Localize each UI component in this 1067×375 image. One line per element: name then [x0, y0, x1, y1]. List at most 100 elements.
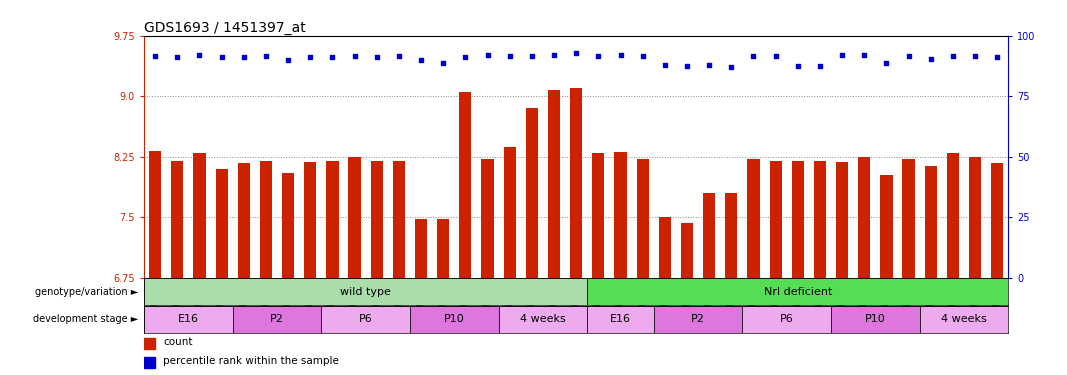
Bar — [681, 223, 694, 278]
Bar — [587, 278, 1008, 305]
Bar — [238, 163, 250, 278]
Bar — [615, 152, 626, 278]
Bar — [233, 306, 321, 333]
Bar — [260, 160, 272, 278]
Text: E16: E16 — [178, 315, 198, 324]
Point — [368, 54, 385, 60]
Text: development stage ►: development stage ► — [33, 315, 139, 324]
Point — [701, 62, 718, 68]
Bar — [920, 306, 1008, 333]
Point — [324, 54, 341, 60]
Bar — [548, 90, 560, 278]
Bar — [837, 162, 848, 278]
Point — [257, 53, 274, 59]
Point — [922, 56, 939, 62]
Bar — [991, 163, 1003, 278]
Point — [767, 53, 784, 59]
Point — [967, 53, 984, 59]
Bar — [144, 357, 156, 368]
Bar — [144, 278, 587, 305]
Bar — [149, 151, 161, 278]
Point — [878, 60, 895, 66]
Text: wild type: wild type — [340, 287, 392, 297]
Bar — [415, 219, 427, 278]
Point — [434, 60, 451, 66]
Text: 4 weeks: 4 weeks — [520, 315, 566, 324]
Bar — [831, 306, 920, 333]
Text: P10: P10 — [444, 315, 464, 324]
Bar — [437, 219, 449, 278]
Point — [656, 62, 673, 68]
Point — [479, 52, 496, 58]
Bar — [410, 306, 498, 333]
Bar — [459, 92, 472, 278]
Point — [833, 52, 850, 58]
Point — [346, 53, 363, 59]
Bar — [814, 160, 826, 278]
Text: genotype/variation ►: genotype/variation ► — [35, 287, 139, 297]
Bar — [792, 161, 803, 278]
Point — [634, 53, 651, 59]
Bar — [570, 88, 583, 278]
Point — [944, 53, 961, 59]
Bar — [193, 153, 206, 278]
Bar — [592, 153, 604, 278]
Point — [280, 57, 297, 63]
Bar — [171, 160, 184, 278]
Point — [856, 52, 873, 58]
Bar — [703, 193, 715, 278]
Point — [457, 54, 474, 60]
Bar — [637, 159, 649, 278]
Bar — [946, 153, 959, 278]
Bar — [498, 306, 587, 333]
Bar — [903, 159, 914, 278]
Point — [191, 53, 208, 58]
Point — [901, 53, 918, 59]
Bar — [327, 160, 338, 278]
Bar — [747, 159, 760, 278]
Text: P6: P6 — [359, 315, 372, 324]
Bar — [526, 108, 538, 278]
Bar — [925, 166, 937, 278]
Point — [679, 63, 696, 69]
Bar — [304, 162, 316, 278]
Point — [722, 64, 739, 70]
Point — [568, 50, 585, 55]
Point — [790, 63, 807, 69]
Bar — [321, 306, 410, 333]
Bar — [587, 306, 654, 333]
Bar — [858, 158, 871, 278]
Bar — [144, 306, 233, 333]
Bar — [654, 306, 743, 333]
Text: percentile rank within the sample: percentile rank within the sample — [163, 356, 339, 366]
Text: P2: P2 — [270, 315, 284, 324]
Point — [811, 63, 828, 69]
Bar — [969, 157, 982, 278]
Bar — [393, 160, 405, 278]
Text: 4 weeks: 4 weeks — [941, 315, 987, 324]
Point — [169, 54, 186, 60]
Point — [612, 52, 630, 58]
Bar — [726, 193, 737, 278]
Text: P10: P10 — [865, 315, 886, 324]
Bar — [370, 161, 383, 278]
Point — [213, 54, 230, 60]
Bar — [658, 217, 671, 278]
Point — [523, 53, 540, 59]
Point — [989, 54, 1006, 60]
Bar — [769, 160, 782, 278]
Bar — [880, 175, 892, 278]
Point — [235, 54, 252, 60]
Point — [590, 53, 607, 59]
Point — [391, 53, 408, 59]
Text: count: count — [163, 338, 192, 347]
Bar — [743, 306, 831, 333]
Bar — [216, 169, 227, 278]
Text: Nrl deficient: Nrl deficient — [764, 287, 832, 297]
Point — [501, 53, 519, 59]
Point — [146, 53, 163, 59]
Point — [302, 54, 319, 60]
Text: P6: P6 — [780, 315, 794, 324]
Point — [413, 57, 430, 63]
Bar — [349, 158, 361, 278]
